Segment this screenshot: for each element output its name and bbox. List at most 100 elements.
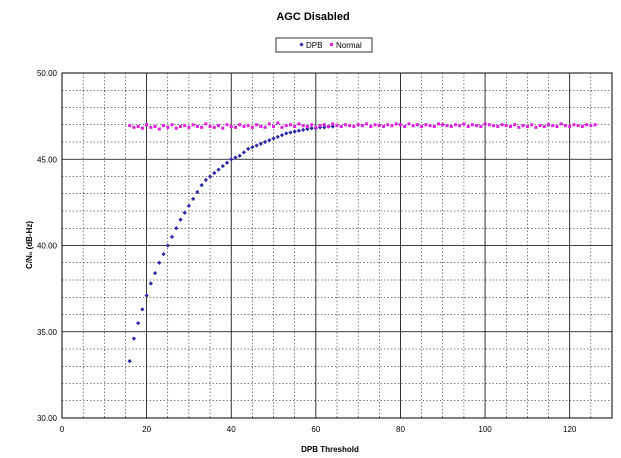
x-tick-label: 80 [396,425,405,434]
normal-point [466,124,470,128]
normal-point [462,122,466,126]
dpb-point [237,153,242,158]
x-axis-title: DPB Threshold [301,445,359,454]
dpb-point [212,170,217,176]
dpb-point [165,243,170,248]
normal-point [475,124,479,128]
x-tick-label: 0 [60,425,65,434]
dpb-point [296,128,302,133]
normal-point [318,124,322,128]
normal-point [204,122,208,126]
normal-point [200,125,204,129]
normal-point [496,124,500,128]
normal-point [166,125,170,129]
normal-point [445,124,449,128]
normal-point [174,126,178,130]
dpb-point [229,157,234,162]
y-axis-ticks: 30.00 35.00 40.00 45.00 50.00 [37,69,58,423]
normal-point [504,124,508,128]
x-tick-label: 20 [142,425,151,434]
dpb-point [292,129,297,134]
legend: DPB Normal [275,37,373,53]
dpb-point [246,146,251,152]
normal-point [301,124,305,128]
normal-point [339,124,343,128]
dpb-point [271,136,276,141]
normal-point [530,123,534,127]
normal-point [259,124,263,128]
dpb-point [275,134,280,139]
x-tick-label: 60 [311,425,320,434]
dpb-point [284,131,289,136]
dpb-point [157,260,162,265]
dpb-point [182,210,187,215]
normal-point [585,123,589,127]
normal-point [377,124,381,128]
dpb-point [254,143,259,148]
dpb-point [186,203,192,208]
y-axis-title: C/N₀ (dB-Hz) [25,221,34,269]
normal-point [263,125,267,129]
normal-point [343,123,347,127]
series-normal [128,121,597,131]
normal-point [187,125,191,129]
normal-point [233,125,237,129]
normal-point [572,123,576,127]
dpb-point [203,177,208,183]
normal-point [534,125,538,129]
y-tick-label: 45.00 [37,155,58,164]
normal-point [437,122,441,126]
y-tick-label: 30.00 [37,414,58,423]
normal-point [369,124,373,128]
normal-point [517,125,521,129]
normal-point [331,122,335,126]
normal-point [145,123,149,127]
dpb-point [301,127,306,133]
normal-point [322,123,326,127]
normal-point [238,123,242,127]
dpb-point [279,132,285,138]
normal-point [297,122,301,126]
normal-point [420,124,424,128]
normal-point [424,123,428,127]
normal-point [162,124,166,128]
dpb-point [148,281,153,286]
chart-title: AGC Disabled [276,11,349,23]
normal-point [293,124,297,128]
normal-point [428,124,432,128]
normal-point [453,123,457,127]
normal-point [479,124,483,128]
normal-point [390,124,394,128]
normal-point [305,124,309,128]
y-tick-label: 35.00 [37,328,58,337]
normal-point [191,123,195,127]
dpb-point [169,234,175,239]
normal-point [365,122,369,126]
y-tick-label: 50.00 [37,69,58,78]
normal-point [508,124,512,128]
normal-point [360,124,364,128]
normal-point [563,124,567,128]
normal-point [411,124,415,128]
normal-point [525,124,529,128]
x-tick-label: 40 [227,425,236,434]
legend-label-normal: Normal [336,41,362,50]
dpb-point [233,155,238,160]
normal-point [128,124,132,128]
normal-point [335,124,339,128]
x-axis-ticks: 0 20 40 60 80 100 120 [60,425,577,434]
dpb-point [140,307,145,312]
dpb-point [241,150,247,155]
plot-area [61,72,613,419]
normal-point [513,123,517,127]
normal-point [373,123,377,127]
normal-point [487,123,491,127]
normal-point [149,125,153,129]
normal-point [255,123,259,127]
normal-point [470,123,474,127]
normal-point [288,123,292,127]
dpb-point [144,293,149,298]
normal-point [589,124,593,128]
normal-point [538,124,542,128]
normal-point [310,123,314,127]
